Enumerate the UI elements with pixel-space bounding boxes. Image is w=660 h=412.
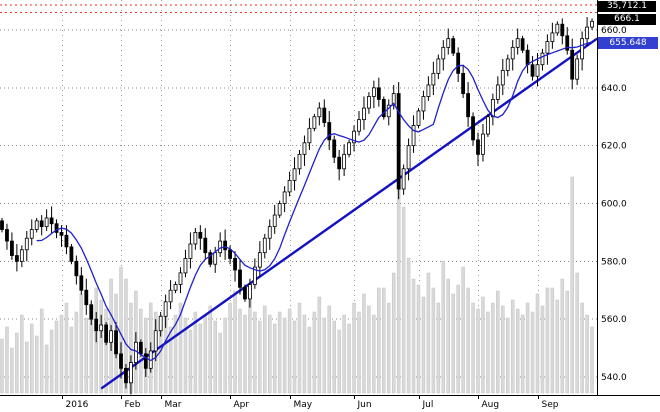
svg-text:620.0: 620.0	[601, 142, 627, 152]
svg-text:Jul: Jul	[422, 400, 434, 410]
svg-text:May: May	[294, 400, 313, 410]
svg-text:560.0: 560.0	[601, 315, 627, 325]
high-level-price-box: 666.1	[598, 14, 656, 25]
moving-average-line	[36, 41, 593, 362]
y-axis-labels: 660.0 640.0 620.0 600.0 580.0 560.0 540.0	[601, 26, 627, 383]
svg-text:660.0: 660.0	[601, 26, 627, 36]
svg-text:580.0: 580.0	[601, 257, 627, 267]
svg-text:Sep: Sep	[542, 400, 559, 410]
trend-line	[100, 37, 598, 390]
svg-text:Mar: Mar	[165, 400, 182, 410]
upper-indicator-value-box: 35,712.1	[598, 1, 656, 12]
svg-text:Aug: Aug	[482, 400, 500, 410]
svg-text:Feb: Feb	[125, 400, 141, 410]
svg-text:600.0: 600.0	[601, 200, 627, 210]
svg-text:540.0: 540.0	[601, 373, 627, 383]
svg-text:Apr: Apr	[234, 400, 250, 410]
candles-layer	[0, 16, 594, 395]
alert-level-lines	[0, 4, 597, 13]
moving-average-value-box: 655.648	[598, 37, 658, 49]
svg-text:640.0: 640.0	[601, 84, 627, 94]
x-axis-labels: 2016 Feb Mar Apr May Jun Jul Aug Sep	[62, 395, 559, 410]
svg-text:Jun: Jun	[357, 400, 372, 410]
volume-layer	[0, 92, 594, 394]
axis-frame	[0, 0, 660, 396]
svg-text:2016: 2016	[66, 400, 89, 410]
